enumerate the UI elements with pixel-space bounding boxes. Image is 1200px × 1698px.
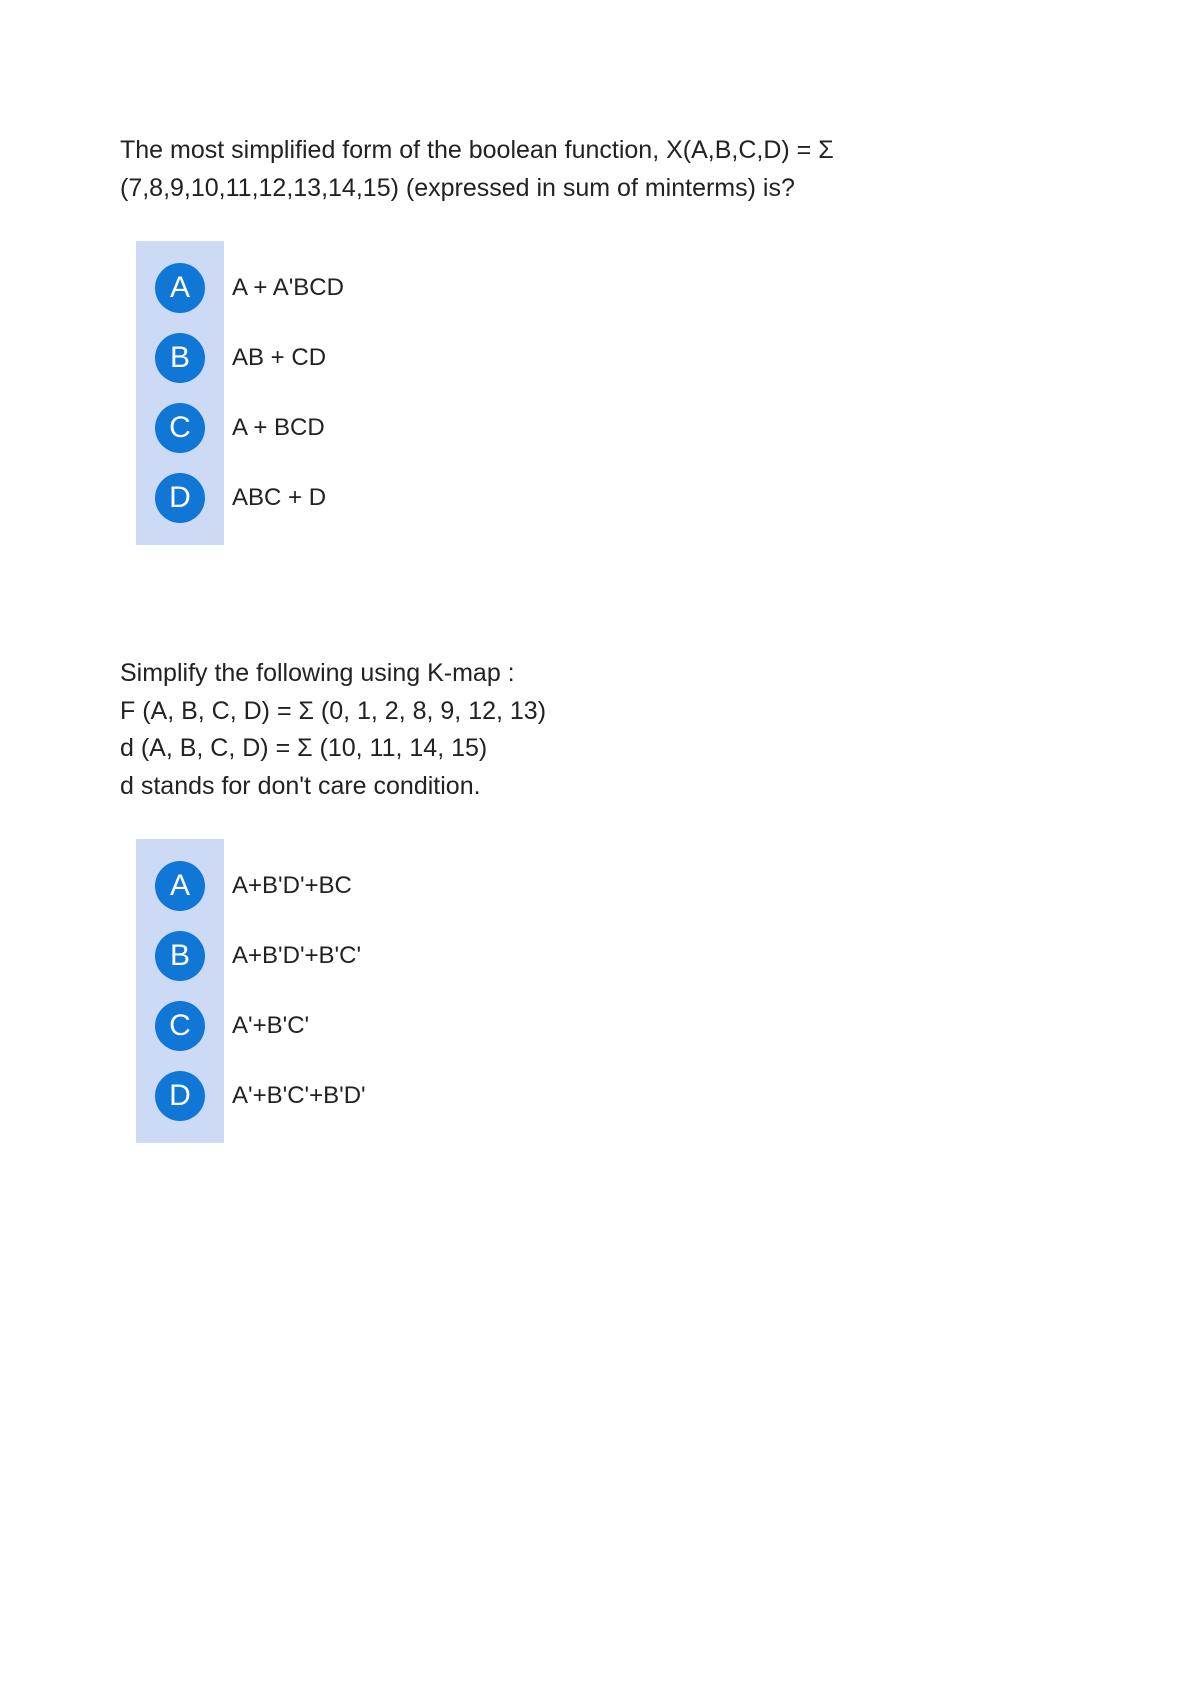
option-label: AB + CD <box>232 344 326 372</box>
option-badge-b[interactable]: B <box>155 333 205 383</box>
option-letter: B <box>170 939 190 973</box>
option-letter: A <box>170 869 190 903</box>
option-row[interactable]: B AB + CD <box>136 323 224 393</box>
question-block: Simplify the following using K-map : F (… <box>120 655 1200 1143</box>
option-label: A'+B'C' <box>232 1012 309 1040</box>
option-row[interactable]: C A'+B'C' <box>136 991 224 1061</box>
option-badge-d[interactable]: D <box>155 473 205 523</box>
option-label: A+B'D'+BC <box>232 872 352 900</box>
option-badge-c[interactable]: C <box>155 403 205 453</box>
page: The most simplified form of the boolean … <box>0 0 1200 1143</box>
option-row[interactable]: D A'+B'C'+B'D' <box>136 1061 224 1131</box>
option-row[interactable]: C A + BCD <box>136 393 224 463</box>
question-line: Simplify the following using K-map : <box>120 659 515 687</box>
question-line: d (A, B, C, D) = Σ (10, 11, 14, 15) <box>120 734 487 762</box>
question-text: Simplify the following using K-map : F (… <box>120 655 860 805</box>
question-line: d stands for don't care condition. <box>120 772 481 800</box>
option-label: ABC + D <box>232 484 326 512</box>
option-letter: D <box>169 481 191 515</box>
option-row[interactable]: D ABC + D <box>136 463 224 533</box>
option-label: A+B'D'+B'C' <box>232 942 361 970</box>
option-badge-b[interactable]: B <box>155 931 205 981</box>
option-label: A + BCD <box>232 414 325 442</box>
option-letter: A <box>170 271 190 305</box>
option-letter: B <box>170 341 190 375</box>
option-badge-a[interactable]: A <box>155 263 205 313</box>
option-row[interactable]: A A+B'D'+BC <box>136 851 224 921</box>
option-label: A'+B'C'+B'D' <box>232 1082 366 1110</box>
question-text: The most simplified form of the boolean … <box>120 132 860 207</box>
question-line: (7,8,9,10,11,12,13,14,15) (expressed in … <box>120 174 795 202</box>
question-line: The most simplified form of the boolean … <box>120 136 834 164</box>
option-label: A + A'BCD <box>232 274 344 302</box>
option-letter: D <box>169 1079 191 1113</box>
option-badge-d[interactable]: D <box>155 1071 205 1121</box>
option-badge-c[interactable]: C <box>155 1001 205 1051</box>
option-badge-a[interactable]: A <box>155 861 205 911</box>
options-list: A A + A'BCD B AB + CD C A + BCD D ABC + … <box>136 241 224 545</box>
question-block: The most simplified form of the boolean … <box>120 132 1200 545</box>
option-row[interactable]: A A + A'BCD <box>136 253 224 323</box>
options-list: A A+B'D'+BC B A+B'D'+B'C' C A'+B'C' D A'… <box>136 839 224 1143</box>
option-row[interactable]: B A+B'D'+B'C' <box>136 921 224 991</box>
option-letter: C <box>169 411 191 445</box>
question-line: F (A, B, C, D) = Σ (0, 1, 2, 8, 9, 12, 1… <box>120 697 546 725</box>
option-letter: C <box>169 1009 191 1043</box>
